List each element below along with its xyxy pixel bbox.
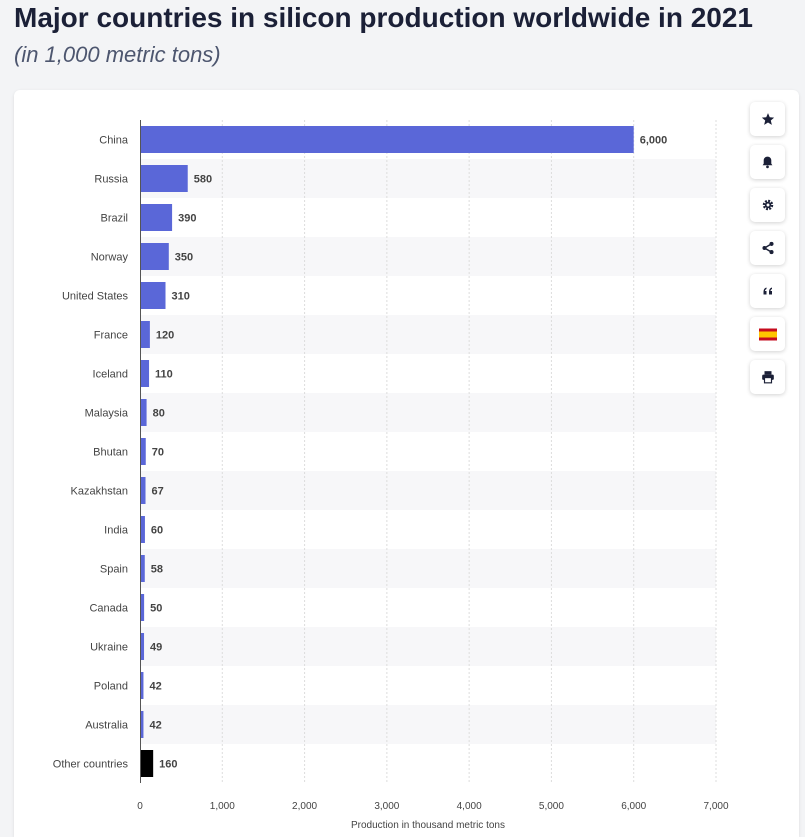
share-button[interactable] [750,231,785,265]
notification-button[interactable] [750,145,785,179]
bar-0 [141,126,634,153]
value-label: 160 [159,759,177,771]
spain-flag-icon [758,328,777,340]
x-tick-label: 5,000 [539,801,564,812]
category-label: Ukraine [90,642,128,654]
gear-icon [762,199,773,211]
chart-toolbar [750,102,785,394]
value-label: 42 [149,681,161,693]
category-label: Iceland [93,369,128,381]
cite-button[interactable] [750,274,785,308]
bar-11 [141,555,145,582]
bar-5 [141,321,150,348]
value-label: 120 [156,330,174,342]
bar-15 [141,711,144,738]
x-axis-title: Production in thousand metric tons [351,820,505,831]
row-band [140,159,716,198]
bar-3 [141,243,169,270]
chart-card: China 6,000 Russia 580 Brazil 390 Norway 350 Uni… [14,90,799,837]
value-label: 60 [151,525,163,537]
bar-4 [141,282,166,309]
category-label: Other countries [53,759,129,771]
row-band [140,315,716,354]
settings-button[interactable] [750,188,785,222]
row-band [140,549,716,588]
x-tick-label: 3,000 [374,801,399,812]
category-label: Malaysia [85,408,129,420]
value-label: 580 [194,174,212,186]
value-label: 49 [150,642,162,654]
row-band [140,393,716,432]
bar-16 [141,750,154,777]
star-icon [761,113,774,125]
category-label: Poland [94,681,128,693]
row-band [140,705,716,744]
category-label: Kazakhstan [71,486,128,498]
category-label: Australia [85,720,129,732]
bar-10 [141,516,145,543]
page-title: Major countries in silicon production wo… [14,2,753,33]
category-label: China [99,135,129,147]
bar-8 [141,438,146,465]
x-tick-label: 6,000 [621,801,646,812]
printer-icon [761,371,774,384]
value-label: 390 [178,213,196,225]
bar-14 [141,672,144,699]
row-band [140,627,716,666]
category-label: Canada [89,603,128,615]
category-label: Spain [100,564,128,576]
favorite-button[interactable] [750,102,785,136]
x-tick-label: 0 [137,801,143,812]
bell-icon [762,156,773,169]
bar-6 [141,360,150,387]
x-tick-label: 2,000 [292,801,317,812]
value-label: 310 [172,291,190,303]
bar-9 [141,477,146,504]
value-label: 67 [152,486,164,498]
bar-12 [141,594,145,621]
row-band [140,471,716,510]
value-label: 350 [175,252,193,264]
bar-2 [141,204,173,231]
bar-1 [141,165,188,192]
category-label: France [94,330,128,342]
category-label: United States [62,291,129,303]
bar-13 [141,633,145,660]
value-label: 110 [155,369,173,381]
language-button[interactable] [750,317,785,351]
share-icon [761,241,774,255]
x-tick-label: 4,000 [457,801,482,812]
value-label: 6,000 [640,135,668,147]
bar-7 [141,399,147,426]
category-label: Norway [91,252,129,264]
category-label: Brazil [100,213,128,225]
row-band [140,237,716,276]
category-label: Bhutan [93,447,128,459]
x-tick-label: 7,000 [703,801,728,812]
print-button[interactable] [750,360,785,394]
quote-icon [763,287,772,295]
page-subtitle: (in 1,000 metric tons) [14,42,221,67]
value-label: 70 [152,447,164,459]
category-label: India [104,525,129,537]
value-label: 50 [150,603,162,615]
value-label: 42 [149,720,161,732]
value-label: 80 [153,408,165,420]
value-label: 58 [151,564,163,576]
x-tick-label: 1,000 [210,801,235,812]
category-label: Russia [94,174,129,186]
